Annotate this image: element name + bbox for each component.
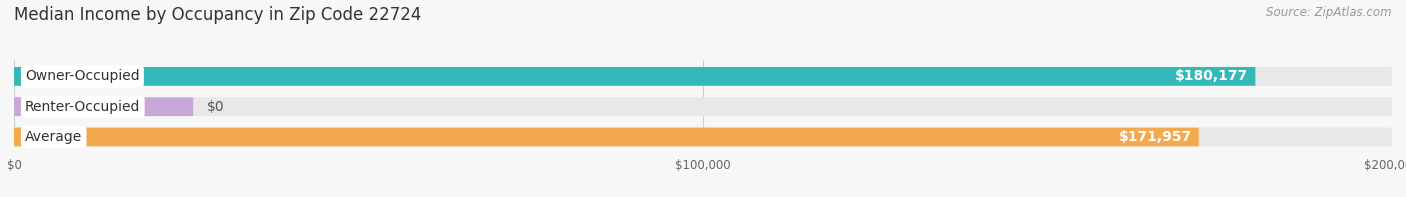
FancyBboxPatch shape: [14, 97, 193, 116]
Text: $0: $0: [207, 100, 225, 114]
Text: Average: Average: [25, 130, 83, 144]
FancyBboxPatch shape: [14, 97, 1392, 116]
Text: $171,957: $171,957: [1119, 130, 1192, 144]
FancyBboxPatch shape: [14, 67, 1392, 86]
Text: Source: ZipAtlas.com: Source: ZipAtlas.com: [1267, 6, 1392, 19]
Text: Median Income by Occupancy in Zip Code 22724: Median Income by Occupancy in Zip Code 2…: [14, 6, 422, 24]
FancyBboxPatch shape: [14, 128, 1199, 146]
Text: $180,177: $180,177: [1175, 69, 1249, 83]
FancyBboxPatch shape: [14, 128, 1392, 146]
Text: Owner-Occupied: Owner-Occupied: [25, 69, 139, 83]
Text: Renter-Occupied: Renter-Occupied: [25, 100, 141, 114]
FancyBboxPatch shape: [14, 67, 1256, 86]
